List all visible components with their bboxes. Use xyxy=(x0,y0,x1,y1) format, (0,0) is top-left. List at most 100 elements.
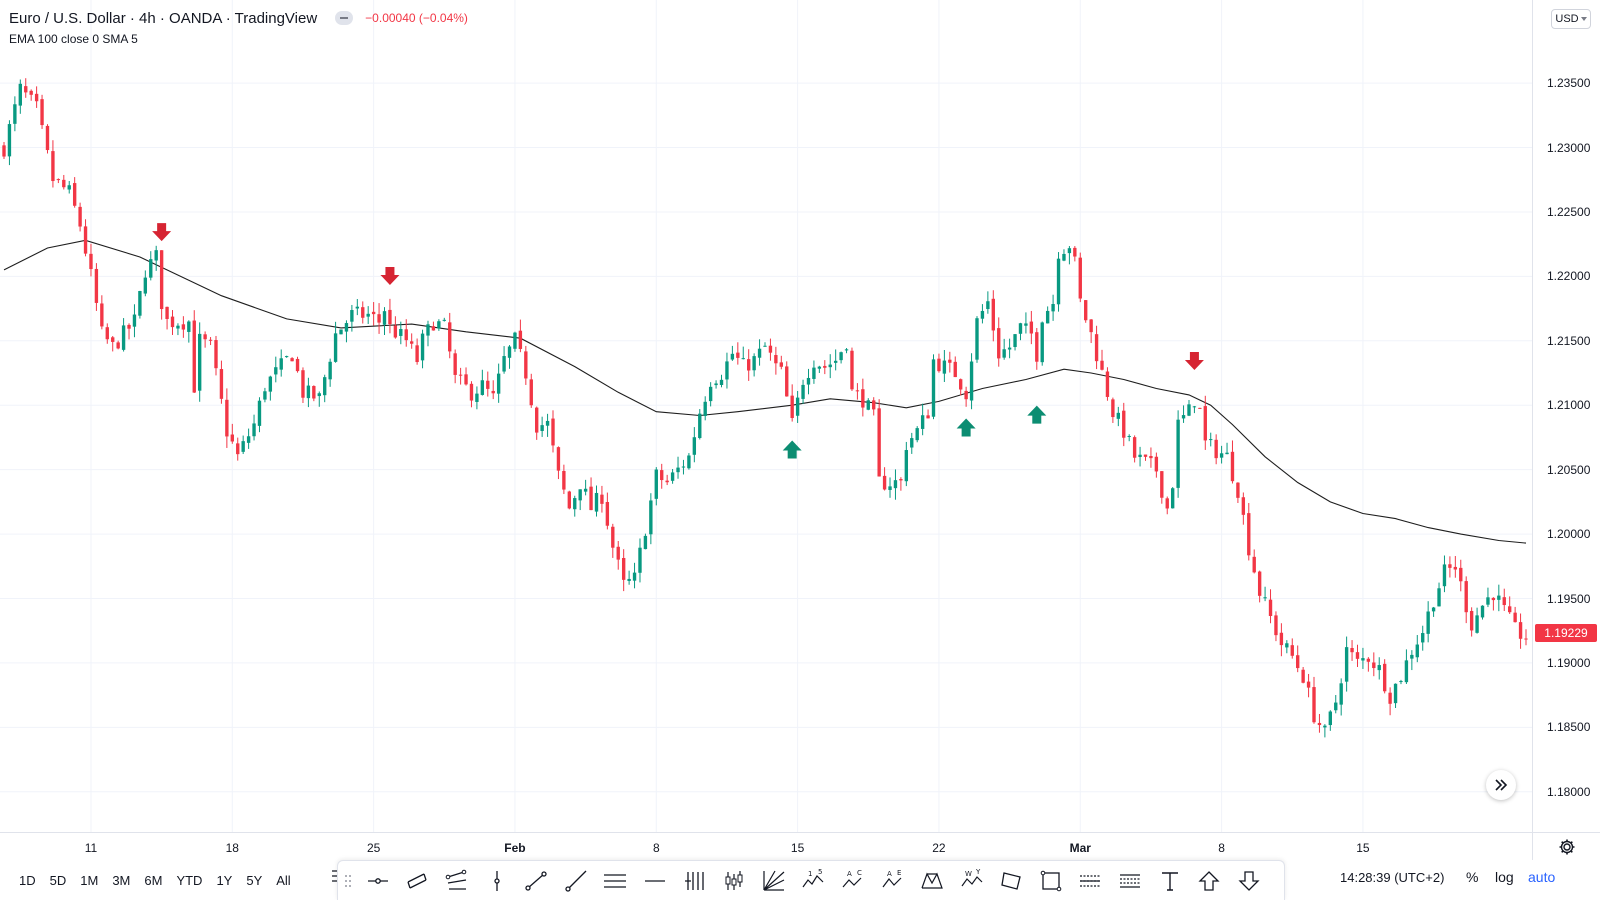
candle xyxy=(7,120,12,166)
range-button-5d[interactable]: 5D xyxy=(49,873,67,888)
range-button-ytd[interactable]: YTD xyxy=(176,873,203,888)
candle xyxy=(953,356,957,378)
chart-pane[interactable]: Euro / U.S. Dollar · 4h · OANDA · Tradin… xyxy=(0,0,1532,832)
xabcd-pattern-tool[interactable] xyxy=(912,864,952,898)
candle xyxy=(100,295,104,330)
scroll-to-realtime-button[interactable] xyxy=(1486,770,1516,800)
horizontal-lines-tool[interactable] xyxy=(596,864,636,898)
candle-body xyxy=(1236,482,1240,498)
candle xyxy=(165,306,169,330)
candle xyxy=(529,373,533,408)
gann-fan-tool[interactable] xyxy=(754,864,794,898)
time-label: 15 xyxy=(790,841,805,855)
candle xyxy=(910,432,914,454)
candle-body xyxy=(203,334,207,340)
percent-toggle[interactable]: % xyxy=(1466,869,1479,885)
candle-body xyxy=(1382,663,1387,692)
short-position-tool[interactable] xyxy=(1110,864,1150,898)
candle xyxy=(763,342,767,347)
candle xyxy=(176,323,180,336)
candle-body xyxy=(1317,722,1322,726)
candle-body xyxy=(127,324,131,329)
long-position-tool[interactable] xyxy=(1071,864,1111,898)
candle xyxy=(605,492,610,530)
candle-body xyxy=(839,352,843,361)
candle xyxy=(1149,447,1153,468)
chart-settings-button[interactable] xyxy=(1532,832,1600,860)
candle-body xyxy=(866,400,870,410)
cross-line-tool[interactable] xyxy=(358,864,398,898)
candle xyxy=(1089,319,1093,344)
candle-body xyxy=(660,470,664,481)
candle xyxy=(1018,322,1023,341)
range-button-5y[interactable]: 5Y xyxy=(246,873,263,888)
candle-body xyxy=(692,437,697,455)
study-legend-ema[interactable]: EMA 100 close 0 SMA 5 xyxy=(9,32,138,46)
range-button-1m[interactable]: 1M xyxy=(80,873,99,888)
candle-body xyxy=(828,364,832,368)
price-scale[interactable]: USD 1.23500 1.23000 1.22500 1.22000 1.21500 1… xyxy=(1532,0,1600,832)
candle-body xyxy=(1274,615,1278,636)
log-toggle[interactable]: log xyxy=(1495,869,1514,885)
range-button-3m[interactable]: 3M xyxy=(112,873,131,888)
candles-tool[interactable] xyxy=(714,864,754,898)
time-scale[interactable]: 11 18 25 Feb 8 15 22 Mar 8 15 xyxy=(0,832,1532,860)
horizontal-line-tool[interactable] xyxy=(635,864,675,898)
candle xyxy=(51,140,55,188)
arrow-up-icon xyxy=(1198,870,1220,891)
candle-body xyxy=(953,361,957,378)
candle xyxy=(377,303,381,334)
drag-handle-icon[interactable] xyxy=(338,869,358,893)
arrow-down-tool[interactable] xyxy=(1229,864,1269,898)
text-tool[interactable] xyxy=(1150,864,1190,898)
candle-body xyxy=(1230,451,1235,482)
candle xyxy=(1209,432,1213,447)
auto-scale-toggle[interactable]: auto xyxy=(1528,869,1556,885)
regression-trend-tool[interactable] xyxy=(437,864,477,898)
candle-body xyxy=(1078,257,1082,299)
range-button-6m[interactable]: 6M xyxy=(144,873,163,888)
candle xyxy=(839,351,843,364)
candle xyxy=(94,263,99,311)
parallel-channel-icon xyxy=(407,872,428,889)
price-label: 1.23000 xyxy=(1547,140,1591,155)
candle-body xyxy=(649,500,653,535)
rotated-rectangle-tool[interactable] xyxy=(992,864,1032,898)
parallel-channel-tool[interactable] xyxy=(398,864,438,898)
gann-fan-icon xyxy=(763,870,785,891)
candle-body xyxy=(241,441,245,452)
candle-body xyxy=(13,104,17,124)
candle-body xyxy=(556,447,561,471)
candle xyxy=(241,435,245,455)
price-chart[interactable] xyxy=(0,0,1532,832)
clock[interactable]: 14:28:39 (UTC+2) xyxy=(1340,870,1445,885)
range-button-1y[interactable]: 1Y xyxy=(216,873,233,888)
arrow-up-tool[interactable] xyxy=(1189,864,1229,898)
candle xyxy=(187,320,191,343)
symbol-title[interactable]: Euro / U.S. Dollar · 4h · OANDA · Tradin… xyxy=(9,9,318,27)
candle-body xyxy=(453,353,457,375)
trend-line-tool[interactable] xyxy=(516,864,556,898)
vertical-line-tool[interactable] xyxy=(477,864,517,898)
svg-text:C: C xyxy=(857,869,862,877)
vertical-lines-icon xyxy=(684,871,704,890)
candle-body xyxy=(920,415,925,429)
candle xyxy=(464,367,468,386)
candle-body xyxy=(1143,454,1148,457)
visibility-toggle-icon[interactable] xyxy=(335,11,354,25)
range-button-1d[interactable]: 1D xyxy=(19,873,36,888)
rectangle-tool[interactable] xyxy=(1031,864,1071,898)
currency-selector[interactable]: USD xyxy=(1551,9,1591,29)
candle xyxy=(801,379,805,404)
candle-body xyxy=(959,379,963,390)
candle xyxy=(594,485,599,517)
candle-body xyxy=(708,386,713,402)
candle xyxy=(600,485,604,513)
vertical-lines-tool[interactable] xyxy=(675,864,715,898)
range-button-all[interactable]: All xyxy=(276,873,291,888)
ray-tool[interactable] xyxy=(556,864,596,898)
